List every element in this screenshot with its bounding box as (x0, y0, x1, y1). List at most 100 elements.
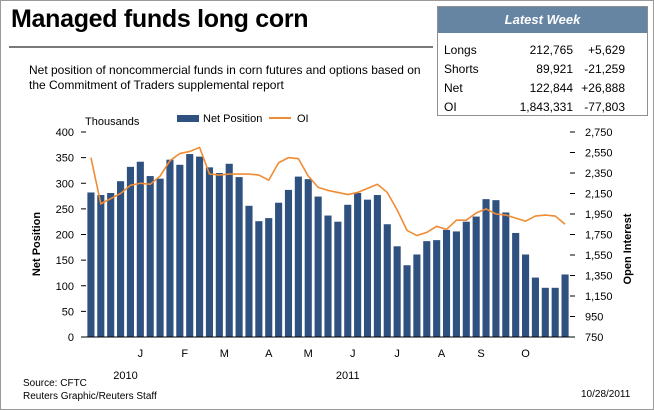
y2-tick-label: 1,750 (585, 230, 613, 242)
bar (304, 179, 312, 337)
row-label: Longs (444, 43, 477, 57)
row-change: +5,629 (587, 43, 625, 57)
y-tick-label: 200 (56, 230, 74, 242)
bar (265, 218, 273, 337)
bar (462, 221, 470, 337)
year-label: 2011 (336, 370, 360, 382)
x-tick-label: F (181, 348, 188, 360)
y-tick-label: 350 (56, 153, 74, 165)
table-row: OI 1,843,331 -77,803 (438, 98, 647, 118)
bar (205, 167, 214, 337)
y2-tick-label: 1,550 (585, 250, 613, 262)
credit-text: Reuters Graphic/Reuters Staff (23, 391, 157, 402)
bar (275, 202, 283, 337)
row-change: -77,803 (584, 100, 625, 114)
bar (97, 195, 105, 337)
latest-week-header: Latest Week (438, 7, 647, 33)
units-label: Thousands (85, 116, 140, 128)
x-tick-label: J (138, 348, 144, 360)
chart-subtitle: Net position of noncommercial funds in c… (29, 63, 421, 92)
bar (255, 221, 263, 337)
y2-tick-label: 2,150 (585, 189, 613, 201)
row-label: Shorts (444, 62, 479, 76)
y2-tick-label: 2,750 (585, 127, 613, 139)
bar (196, 156, 204, 337)
bar (452, 231, 460, 337)
bar (225, 163, 233, 337)
bar (373, 195, 381, 337)
bar (156, 178, 164, 337)
bar (107, 192, 115, 337)
bar (472, 216, 480, 337)
left-axis-title: Net Position (31, 212, 43, 276)
bar (363, 199, 372, 337)
y2-tick-label: 1,350 (585, 271, 613, 283)
bar (502, 212, 510, 337)
y2-tick-label: 950 (585, 312, 603, 324)
bar (492, 200, 500, 337)
right-axis-ticks: 750 950 1,150 1,350 1,550 1,750 1,950 2,150 2,35… (570, 127, 613, 344)
row-value: 122,844 (529, 81, 573, 95)
y-tick-label: 400 (56, 127, 74, 139)
x-axis-ticks: J F M A M J J A S O 2010 2011 (113, 348, 530, 382)
bar (561, 274, 569, 337)
legend-label-net-position: Net Position (203, 113, 262, 125)
table-row: Net 122,844 +26,888 (438, 79, 647, 99)
right-axis-title: Open Interest (622, 213, 634, 284)
source-note: Source: CFTC Reuters Graphic/Reuters Sta… (23, 377, 157, 403)
bar (512, 232, 520, 337)
bar (541, 287, 549, 337)
row-change: +26,888 (581, 81, 625, 95)
x-tick-label: M (220, 348, 229, 360)
y-tick-label: 0 (68, 332, 74, 344)
row-value: 89,921 (536, 62, 573, 76)
source-text: Source: CFTC (23, 378, 87, 389)
bar (136, 161, 144, 337)
y-tick-label: 300 (56, 178, 74, 190)
bar (531, 277, 539, 337)
legend-swatch-net-position (177, 115, 199, 122)
x-tick-label: J (350, 348, 356, 360)
year-label: 2010 (113, 370, 137, 382)
bar (344, 204, 352, 337)
bar (403, 265, 411, 337)
y-tick-label: 150 (56, 255, 74, 267)
bar (87, 192, 95, 337)
bar (126, 166, 134, 337)
left-axis-ticks: 0 50 100 150 200 250 300 350 400 (56, 127, 86, 344)
bar (393, 246, 401, 337)
y-tick-label: 100 (56, 281, 74, 293)
x-tick-label: S (477, 348, 484, 360)
net-position-bars (87, 154, 569, 337)
bar (215, 173, 223, 337)
row-label: Net (444, 81, 463, 95)
publication-date: 10/28/2011 (581, 389, 631, 400)
bar (117, 181, 125, 337)
y2-tick-label: 2,550 (585, 148, 613, 160)
bar (324, 215, 332, 337)
x-tick-label: A (265, 348, 273, 360)
bar (522, 254, 530, 337)
bar (551, 287, 559, 337)
row-value: 212,765 (529, 43, 573, 57)
x-tick-label: J (394, 348, 400, 360)
bar (245, 205, 253, 337)
row-label: OI (444, 100, 457, 114)
y2-tick-label: 750 (585, 332, 603, 344)
legend: Net Position OI (177, 113, 309, 125)
bar (314, 196, 322, 337)
bar (284, 189, 293, 337)
bar (146, 176, 154, 337)
bar (383, 224, 391, 337)
bar (294, 176, 302, 337)
chart-title: Managed funds long corn (11, 5, 309, 33)
bar (166, 159, 174, 337)
y-tick-label: 50 (62, 306, 74, 318)
y-tick-label: 250 (56, 204, 74, 216)
bar (442, 229, 451, 337)
bar (482, 199, 490, 337)
y2-tick-label: 2,350 (585, 168, 613, 180)
y2-tick-label: 1,150 (585, 291, 613, 303)
